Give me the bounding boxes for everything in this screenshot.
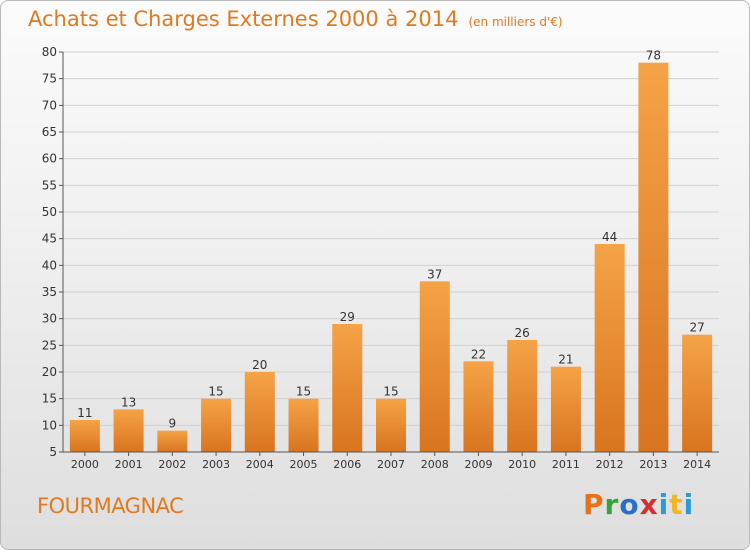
x-tick-label: 2001 (115, 458, 143, 471)
bar (594, 244, 625, 452)
y-axis: 5 10 15 20 25 30 35 40 45 50 55 60 65 70 75 80 (42, 45, 64, 459)
data-label: 15 (208, 385, 223, 399)
y-tick-label: 65 (42, 125, 57, 139)
x-tick-label: 2013 (639, 458, 667, 471)
y-tick-label: 30 (42, 312, 57, 326)
y-tick-label: 15 (42, 392, 57, 406)
x-tick-label: 2008 (421, 458, 449, 471)
y-tick-label: 20 (42, 365, 57, 379)
y-tick-label: 60 (42, 152, 57, 166)
bar (682, 334, 713, 452)
y-tick-label: 40 (42, 258, 57, 272)
y-tick-label: 55 (42, 178, 57, 192)
bar (550, 366, 581, 452)
bar (288, 398, 319, 452)
x-tick-label: 2010 (508, 458, 536, 471)
y-tick-label: 45 (42, 232, 57, 246)
x-tick-label: 2004 (246, 458, 274, 471)
data-label: 26 (515, 326, 530, 340)
bar (157, 430, 188, 452)
bar (69, 420, 100, 452)
x-tick-label: 2006 (333, 458, 361, 471)
bar (113, 409, 144, 452)
data-label: 11 (77, 406, 92, 420)
bar (332, 324, 363, 452)
bar (507, 340, 538, 452)
commune-name: FOURMAGNAC (37, 494, 184, 518)
data-label: 20 (252, 358, 267, 372)
data-label: 78 (646, 49, 661, 63)
bar (201, 398, 232, 452)
chart-title: Achats et Charges Externes 2000 à 2014 (e… (28, 7, 563, 31)
x-tick-label: 2007 (377, 458, 405, 471)
data-label: 37 (427, 267, 442, 281)
data-label: 27 (689, 321, 704, 335)
bar (419, 281, 450, 452)
data-label: 9 (169, 417, 177, 431)
y-tick-label: 25 (42, 338, 57, 352)
bar (463, 361, 494, 452)
logo-letter: P (583, 488, 605, 521)
data-label: 15 (296, 385, 311, 399)
y-tick-label: 80 (42, 45, 57, 59)
logo-letter: i (683, 488, 695, 521)
x-tick-label: 2009 (464, 458, 492, 471)
y-tick-label: 70 (42, 98, 57, 112)
y-tick-label: 75 (42, 72, 57, 86)
logo-letter: o (619, 488, 640, 521)
data-label: 44 (602, 230, 617, 244)
bar (244, 372, 275, 452)
data-label: 22 (471, 347, 486, 361)
chart-title-text: Achats et Charges Externes 2000 à 2014 (28, 7, 459, 31)
y-tick-label: 10 (42, 418, 57, 432)
bar (376, 398, 406, 452)
x-tick-label: 2002 (158, 458, 186, 471)
x-tick-label: 2014 (683, 458, 711, 471)
bar (638, 62, 669, 453)
chart-subtitle: (en milliers d'€) (468, 15, 563, 29)
data-label: 29 (340, 310, 355, 324)
y-tick-label: 50 (42, 205, 57, 219)
bars: 11 13 9 15 20 15 29 15 37 22 26 21 44 78 27 (69, 49, 713, 453)
x-tick-label: 2011 (552, 458, 580, 471)
x-tick-label: 2003 (202, 458, 230, 471)
x-tick-label: 2000 (71, 458, 99, 471)
logo-letter: i (658, 488, 670, 521)
data-label: 13 (121, 395, 136, 409)
data-label: 15 (383, 385, 398, 399)
logo-letter: x (639, 488, 659, 521)
y-tick-label: 35 (42, 285, 57, 299)
data-label: 21 (558, 353, 573, 367)
x-tick-label: 2012 (596, 458, 624, 471)
logo-letter: t (669, 488, 684, 521)
proxiti-logo[interactable]: Proxiti (583, 488, 694, 521)
x-tick-label: 2005 (290, 458, 318, 471)
y-tick-label: 5 (49, 445, 57, 459)
logo-letter: r (604, 488, 620, 521)
x-axis: 2000 2001 2002 2003 2004 2005 2006 2007 2008 2009… (63, 451, 719, 471)
